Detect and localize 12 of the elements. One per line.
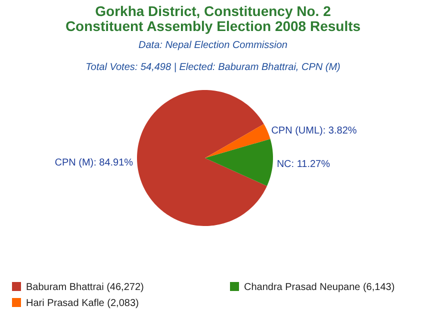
data-label: CPN (M): 84.91% <box>54 158 134 169</box>
pie-slice <box>205 124 270 158</box>
legend-label: Chandra Prasad Neupane (6,143) <box>244 282 395 293</box>
legend-label: Baburam Bhattrai (46,272) <box>26 282 144 293</box>
data-label: CPN (UML): 3.82% <box>271 126 357 137</box>
text: Total Votes: 54,498 | Elected: Baburam Bhattrai, CPN (M) <box>86 62 340 73</box>
chart-subtitle: Data: Nepal Election Commission <box>138 40 288 51</box>
pie-slice <box>205 138 273 186</box>
chart-title: Gorkha District, Constituency No. 2 Constituent Assembly Election 2008 Results <box>65 3 361 34</box>
pie-slice <box>137 90 267 226</box>
data-label: NC: 11.27% <box>276 159 330 170</box>
legend-label: Hari Prasad Kafle (2,083) <box>26 298 139 309</box>
